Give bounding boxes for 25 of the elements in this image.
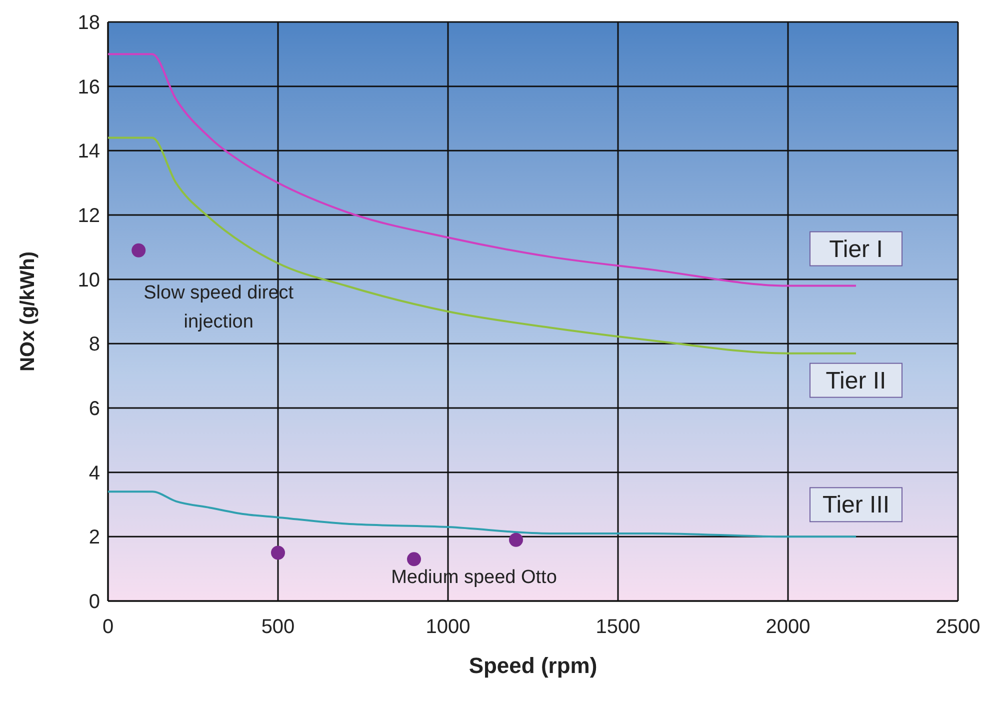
x-tick-label: 1500 (596, 616, 640, 638)
x-tick-label: 1000 (426, 616, 470, 638)
series-label: Tier II (826, 367, 886, 394)
y-tick-label: 18 (78, 12, 100, 34)
x-tick-label: 2000 (766, 616, 810, 638)
point (509, 532, 523, 547)
point (271, 546, 285, 560)
x-tick-label: 2500 (936, 616, 980, 638)
y-tick-label: 0 (88, 591, 100, 613)
y-tick-label: 10 (78, 269, 100, 292)
point (132, 243, 146, 258)
y-tick-label: 6 (88, 398, 100, 420)
y-tick-label: 4 (88, 462, 100, 484)
x-tick-label: 0 (102, 616, 114, 638)
y-tick-label: 8 (88, 334, 100, 356)
point (407, 552, 421, 566)
y-tick-label: 14 (78, 140, 100, 163)
x-tick-label: 500 (261, 616, 295, 638)
y-axis-title: NOx (g/kWh) (17, 252, 39, 372)
y-tick-label: 16 (78, 76, 100, 98)
x-axis-title: Speed (rpm) (468, 653, 598, 678)
y-tick-label: 12 (78, 205, 100, 227)
y-tick-label: 2 (88, 526, 100, 549)
series-label: Tier I (829, 236, 883, 263)
series-label: Tier III (822, 492, 890, 519)
